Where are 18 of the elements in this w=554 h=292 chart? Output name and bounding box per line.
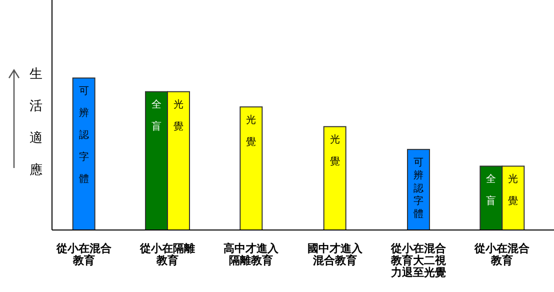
bar: 可辨認字體 [407,148,430,230]
bar: 光覺 [502,166,525,230]
x-tick-label: 從小在混合教育 [474,242,531,267]
x-tick-label: 從小在隔離教育 [139,242,195,267]
series-label: 光覺 [174,98,184,133]
bar: 全盲 [480,166,503,230]
x-tick-label: 國中才進入混合教育 [307,242,364,267]
text: 生活適應 [30,67,42,178]
x-tick-label: 高中才進入隔離教育 [224,242,280,267]
bar: 可辨認字體 [72,78,96,230]
series-label: 可辨認字體 [78,86,89,185]
bar: 光覺 [240,106,263,230]
bar: 光覺 [323,126,346,230]
x-tick-label: 從小在混合教育大二視力退至光覺 [390,242,447,279]
series-label: 全盲 [152,98,162,133]
bar: 光覺 [167,91,190,230]
x-tick-label: 從小在混合教育 [55,242,112,267]
bar: 全盲 [145,91,168,230]
